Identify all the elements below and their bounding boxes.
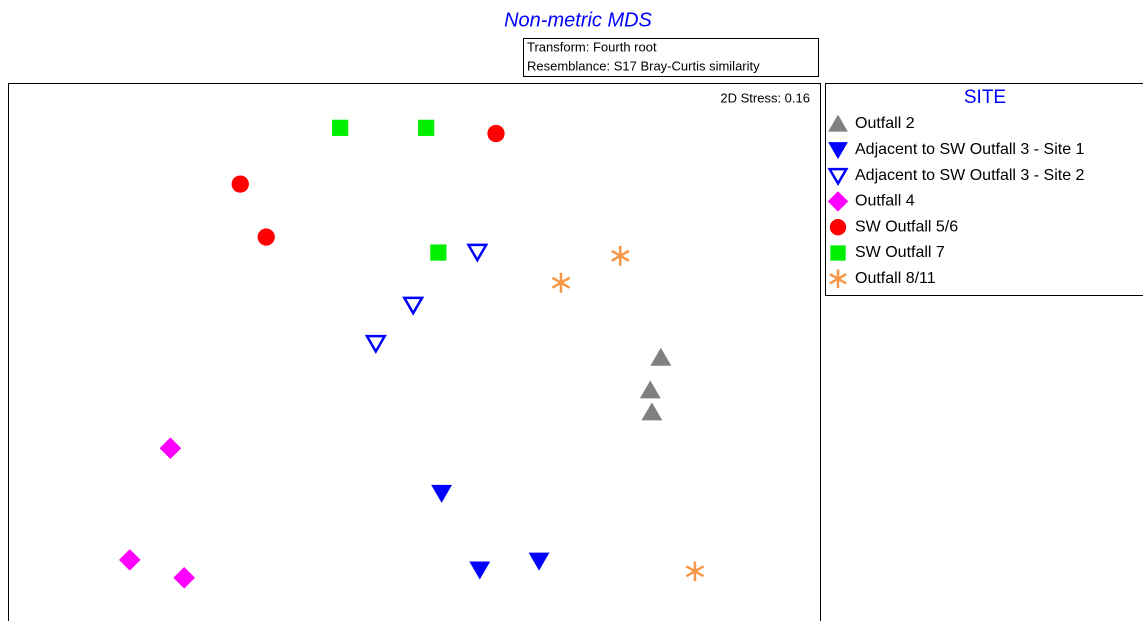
legend-marker [827,191,849,212]
point [257,228,275,246]
point [418,119,435,136]
point [173,566,196,589]
legend-label: SW Outfall 7 [855,244,945,261]
legend-marker [827,167,849,187]
legend-marker [829,269,847,289]
point [466,243,489,263]
point [119,549,141,571]
point [364,334,387,354]
chart-title: Non-metric MDS [504,9,652,31]
point [469,561,491,580]
legend-label: Outfall 4 [855,193,915,210]
point [487,124,505,143]
legend-label: Outfall 8/11 [855,270,936,287]
point [332,119,349,136]
point [231,175,249,193]
stress-label: 2D Stress: 0.16 [720,90,810,105]
legend-marker [830,245,846,261]
legend-marker [828,142,848,160]
point [402,296,425,316]
point [650,347,672,366]
legend-marker [829,219,847,236]
legend-label: SW Outfall 5/6 [855,218,958,235]
legend-marker [828,114,848,132]
point [551,272,571,293]
legend-label: Adjacent to SW Outfall 3 - Site 2 [855,167,1085,184]
point [431,484,453,503]
point [611,245,630,266]
legend-label: Outfall 2 [855,115,915,132]
annotation-box [523,38,819,77]
plot-area [8,83,821,621]
point [685,561,705,582]
annotation: Resemblance: S17 Bray-Curtis similarity [527,58,760,73]
annotation: Transform: Fourth root [527,39,657,54]
point [159,437,182,459]
point [639,380,661,399]
point [641,402,663,421]
legend-box [825,83,1143,296]
point [430,244,447,261]
point [528,552,550,571]
legend-label: Adjacent to SW Outfall 3 - Site 1 [855,141,1085,158]
legend-title: SITE [964,87,1006,108]
